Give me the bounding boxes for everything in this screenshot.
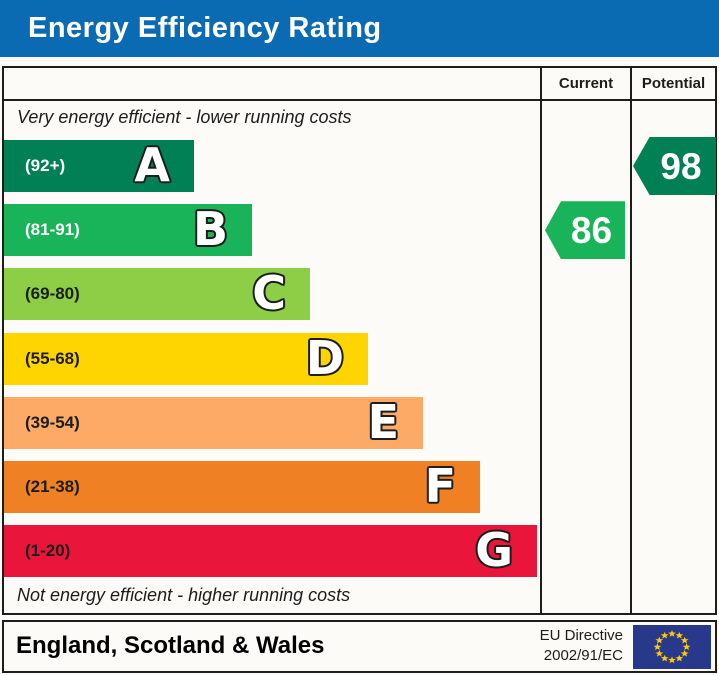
rating-band-bar: (1-20) G	[4, 523, 537, 578]
column-divider-current	[540, 68, 542, 613]
rating-band-row: (69-80) C	[4, 266, 540, 321]
rating-band-bar: (69-80) C	[4, 266, 310, 321]
band-range-label: (21-38)	[25, 477, 80, 496]
band-letter: B	[192, 202, 230, 257]
current-rating-value: 86	[570, 209, 613, 251]
title-bar: Energy Efficiency Rating	[0, 0, 719, 57]
rating-band-row: (1-20) G	[4, 523, 540, 578]
band-letter: F	[423, 459, 457, 514]
header-divider-line	[4, 99, 715, 101]
band-letter: C	[251, 266, 287, 321]
rating-band-row: (92+) A	[4, 140, 540, 192]
potential-rating-arrow: 98	[633, 137, 716, 195]
eu-flag-icon	[633, 625, 711, 669]
footer: England, Scotland & Wales EU Directive 2…	[2, 620, 717, 673]
rating-band-bar: (39-54) E	[4, 394, 423, 449]
region-label: England, Scotland & Wales	[16, 632, 325, 659]
band-range-label: (81-91)	[25, 220, 80, 240]
rating-band-bar: (92+) A	[4, 140, 194, 192]
current-rating-arrow: 86	[545, 201, 625, 260]
eu-directive-line2: 2002/91/EC	[543, 647, 623, 664]
rating-band-bar: (21-38) F	[4, 461, 480, 513]
rating-band-bar: (81-91) B	[4, 202, 252, 257]
band-letter: E	[366, 394, 400, 449]
band-range-label: (92+)	[25, 156, 66, 175]
band-letter: G	[474, 523, 514, 578]
potential-rating-value: 98	[660, 145, 702, 187]
band-range-label: (1-20)	[25, 541, 71, 561]
page-title: Energy Efficiency Rating	[28, 12, 382, 44]
band-range-label: (55-68)	[25, 348, 80, 368]
column-divider-potential	[630, 68, 632, 613]
rating-band-bar: (55-68) D	[4, 330, 368, 385]
band-range-label: (69-80)	[25, 284, 80, 304]
bottom-note: Not energy efficient - higher running co…	[17, 585, 351, 605]
column-header-current: Current	[558, 75, 614, 92]
column-header-potential: Potential	[641, 75, 706, 92]
band-letter: A	[133, 138, 171, 193]
rating-band-row: (39-54) E	[4, 394, 540, 449]
band-letter: D	[305, 330, 346, 385]
eu-directive-label: EU Directive 2002/91/EC	[540, 626, 623, 666]
rating-table: Current Potential Very energy efficient …	[2, 66, 717, 615]
rating-band-row: (81-91) B	[4, 202, 540, 257]
rating-band-row: (55-68) D	[4, 330, 540, 385]
rating-band-row: (21-38) F	[4, 461, 540, 513]
eu-directive-line1: EU Directive	[539, 627, 623, 644]
band-range-label: (39-54)	[25, 412, 80, 432]
top-note: Very energy efficient - lower running co…	[17, 107, 352, 127]
